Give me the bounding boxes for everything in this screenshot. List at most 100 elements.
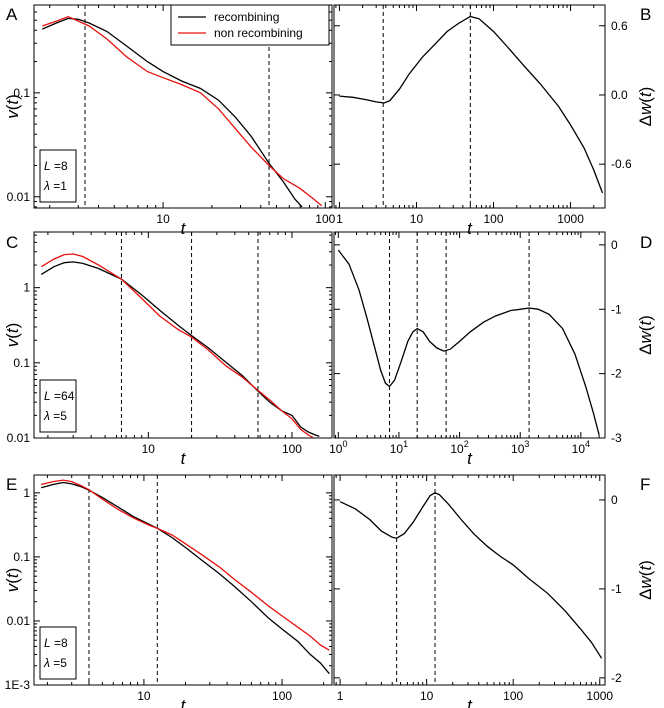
y-label-arg: t <box>636 91 655 97</box>
x-tick-base: 10 <box>511 442 525 456</box>
param-lambda-symbol: λ <box>43 656 50 670</box>
y-label-paren-open: ( <box>636 325 655 331</box>
x-tick-label: 100 <box>503 689 523 703</box>
y-axis-label: Δw(t) <box>636 315 655 355</box>
x-axis-label: t <box>467 696 473 708</box>
series-line-recombining <box>339 492 603 659</box>
x-tick-exp: 1 <box>403 439 408 449</box>
param-L-symbol: L <box>44 159 51 173</box>
y-tick-label: 0.1 <box>13 550 30 564</box>
x-axis-label: t <box>467 449 473 468</box>
x-tick-label: 10 <box>137 689 151 703</box>
x-tick-exp: 0 <box>342 439 347 449</box>
x-tick-label: 10 <box>420 689 434 703</box>
y-label-paren-close: ) <box>3 323 22 329</box>
panel-letter: D <box>640 233 652 252</box>
x-tick-label: 104 <box>572 439 590 456</box>
x-tick-label: 103 <box>511 439 529 456</box>
x-tick-label: 100 <box>282 442 302 456</box>
param-L-value: =64 <box>51 389 75 403</box>
series-line-recombining <box>337 249 600 435</box>
param-L-value: =8 <box>51 636 68 650</box>
y-label-symbol: w <box>636 330 655 344</box>
param-L-symbol: L <box>44 636 51 650</box>
y-tick-label: -2 <box>611 671 622 685</box>
x-tick-label: 102 <box>450 439 468 456</box>
series-line-non-recombining <box>40 479 330 651</box>
y-tick-label: -1 <box>611 582 622 596</box>
x-tick-label: 100 <box>272 689 292 703</box>
y-tick-label: -1 <box>611 302 622 316</box>
param-lambda: λ =5 <box>43 409 67 423</box>
param-box <box>39 149 77 203</box>
y-label-delta: Δ <box>636 115 655 126</box>
x-tick-exp: 3 <box>524 439 529 449</box>
x-tick-label: 100 <box>315 212 335 226</box>
y-label-paren-close: ) <box>636 560 655 566</box>
y-label-arg: t <box>3 99 22 105</box>
y-tick-label: 0 <box>611 493 618 507</box>
y-tick-label: -3 <box>611 431 622 445</box>
y-label-paren-open: ( <box>636 570 655 576</box>
y-axis-label: v(t) <box>3 568 22 593</box>
x-tick-label: 10 <box>156 212 170 226</box>
x-tick-label: 1 <box>336 212 343 226</box>
param-lambda-symbol: λ <box>43 409 50 423</box>
y-label-arg: t <box>3 572 22 578</box>
x-axis-label: t <box>467 219 473 238</box>
param-lambda: λ =5 <box>43 656 67 670</box>
param-L: L =64 <box>44 389 75 403</box>
legend-label-recombining: recombining <box>214 10 279 24</box>
y-label-paren-open: ( <box>3 104 22 110</box>
y-tick-label: 0.6 <box>611 19 628 33</box>
y-tick-label: 1 <box>23 486 30 500</box>
panel-letter: F <box>640 475 650 494</box>
x-tick-label: 1 <box>337 689 344 703</box>
plot-frame <box>333 231 606 439</box>
legend-label-non-recombining: non recombining <box>214 26 303 40</box>
param-lambda: λ =1 <box>43 179 67 193</box>
x-tick-label: 100 <box>329 439 347 456</box>
y-label-delta: Δ <box>636 589 655 600</box>
y-label-arg: t <box>636 565 655 571</box>
x-tick-exp: 4 <box>585 439 590 449</box>
x-axis-label: t <box>181 696 187 708</box>
series-line-non-recombining <box>42 15 323 207</box>
y-label-symbol: v <box>3 582 22 592</box>
y-label-paren-open: ( <box>3 578 22 584</box>
param-lambda-value: =5 <box>50 409 67 423</box>
legend-box <box>170 4 330 46</box>
panel-letter: E <box>6 475 17 494</box>
y-tick-label: 0.0 <box>611 88 628 102</box>
y-label-paren-close: ) <box>636 315 655 321</box>
x-tick-base: 10 <box>572 442 586 456</box>
plot-frame <box>33 231 333 439</box>
x-tick-label: 10 <box>410 212 424 226</box>
panels-root: 10 1000.010.1tv(t)AL =8λ =11 10 100 1000-0.6… <box>3 4 655 708</box>
y-axis-label: v(t) <box>3 323 22 348</box>
y-tick-label: -2 <box>611 367 622 381</box>
x-tick-label: 10 <box>142 442 156 456</box>
x-axis-label: t <box>181 449 187 468</box>
y-tick-label: 0.01 <box>7 431 31 445</box>
y-tick-label: 0.1 <box>13 356 30 370</box>
x-tick-label: 1000 <box>557 212 584 226</box>
y-label-paren-close: ) <box>3 94 22 100</box>
x-axis-label: t <box>181 219 187 238</box>
y-label-symbol: v <box>3 109 22 119</box>
param-L: L =8 <box>44 636 68 650</box>
y-label-paren-close: ) <box>636 87 655 93</box>
y-axis-label: v(t) <box>3 94 22 119</box>
y-label-arg: t <box>3 327 22 333</box>
x-tick-base: 10 <box>329 442 343 456</box>
y-axis-label: Δw(t) <box>636 87 655 127</box>
x-tick-exp: 2 <box>464 439 469 449</box>
plot-frame <box>333 474 606 686</box>
panel-letter: A <box>6 5 18 24</box>
param-box <box>39 379 77 433</box>
y-tick-label: -0.6 <box>611 157 632 171</box>
series-line-recombining <box>339 15 604 194</box>
